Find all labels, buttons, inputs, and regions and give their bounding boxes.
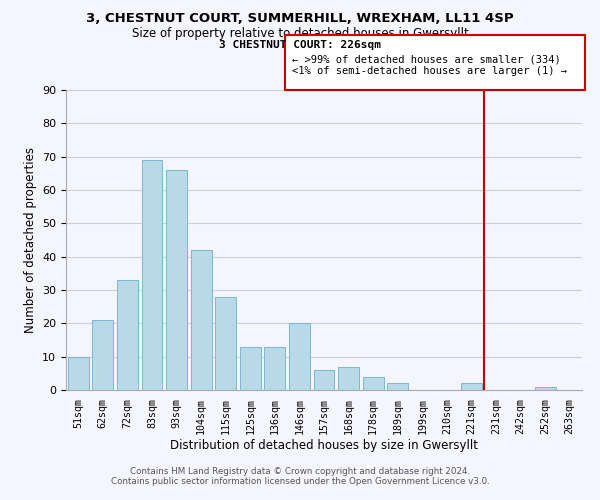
- Bar: [92, 320, 113, 390]
- Bar: [461, 384, 482, 390]
- Text: 3, CHESTNUT COURT, SUMMERHILL, WREXHAM, LL11 4SP: 3, CHESTNUT COURT, SUMMERHILL, WREXHAM, …: [86, 12, 514, 26]
- Text: Contains public sector information licensed under the Open Government Licence v3: Contains public sector information licen…: [110, 477, 490, 486]
- Text: <1% of semi-detached houses are larger (1) →: <1% of semi-detached houses are larger (…: [292, 66, 567, 76]
- Text: ← >99% of detached houses are smaller (334): ← >99% of detached houses are smaller (3…: [292, 54, 561, 64]
- Bar: [166, 170, 187, 390]
- Bar: [117, 280, 138, 390]
- Y-axis label: Number of detached properties: Number of detached properties: [23, 147, 37, 333]
- Bar: [191, 250, 212, 390]
- Bar: [362, 376, 383, 390]
- Text: Contains HM Land Registry data © Crown copyright and database right 2024.: Contains HM Land Registry data © Crown c…: [130, 467, 470, 476]
- X-axis label: Distribution of detached houses by size in Gwersyllt: Distribution of detached houses by size …: [170, 439, 478, 452]
- Bar: [387, 384, 408, 390]
- Bar: [215, 296, 236, 390]
- Bar: [265, 346, 286, 390]
- Bar: [314, 370, 334, 390]
- Text: Size of property relative to detached houses in Gwersyllt: Size of property relative to detached ho…: [131, 28, 469, 40]
- Text: 3 CHESTNUT COURT: 226sqm: 3 CHESTNUT COURT: 226sqm: [219, 40, 381, 50]
- Bar: [68, 356, 89, 390]
- Bar: [240, 346, 261, 390]
- Bar: [289, 324, 310, 390]
- Bar: [535, 386, 556, 390]
- Bar: [338, 366, 359, 390]
- Bar: [142, 160, 163, 390]
